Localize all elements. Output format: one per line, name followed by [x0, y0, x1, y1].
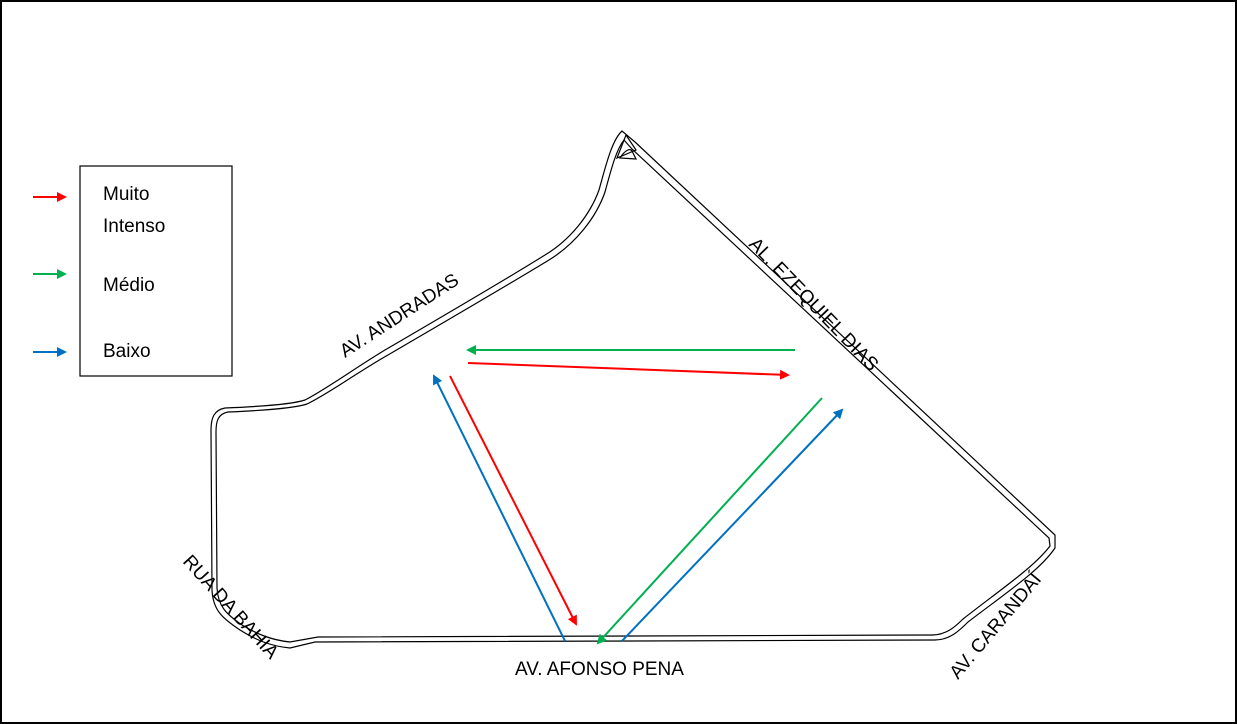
flow-arrow-andradas-to-afonso — [449, 375, 577, 626]
legend-label-muito-intenso-line2: Intenso — [103, 216, 165, 237]
legend-label-medio: Médio — [103, 275, 155, 296]
street-label-ezequiel-dias: AL. EZEQUIEL DIAS — [744, 234, 882, 376]
legend: Muito Intenso Médio Baixo — [33, 165, 233, 377]
legend-box — [79, 165, 233, 377]
flow-arrow-afonso-to-ezequiel — [621, 408, 844, 642]
flow-arrow-afonso-to-andradas — [433, 374, 566, 642]
street-label-afonso-pena: AV. AFONSO PENA — [515, 659, 684, 680]
legend-label-baixo: Baixo — [103, 341, 151, 362]
block-outline — [210, 130, 1056, 649]
legend-label-muito-intenso-line1: Muito — [103, 184, 149, 205]
flow-arrow-andradas-to-ezequiel — [467, 362, 790, 380]
flow-arrow-ezequiel-to-afonso — [596, 397, 823, 645]
flow-arrows — [433, 345, 844, 645]
street-label-rua-da-bahia: RUA DA BAHIA — [178, 551, 282, 663]
street-label-carandai: AV. CARANDAÍ — [946, 569, 1047, 683]
